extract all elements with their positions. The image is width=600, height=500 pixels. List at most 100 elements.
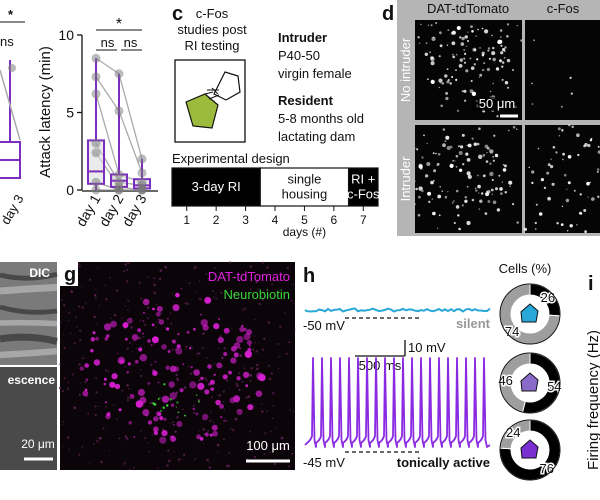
cell xyxy=(78,265,81,268)
cell xyxy=(499,29,503,32)
cell xyxy=(449,163,454,168)
cell xyxy=(68,448,71,450)
cell xyxy=(179,388,184,393)
cell xyxy=(576,224,578,226)
cell xyxy=(561,130,563,132)
cell xyxy=(272,392,275,395)
cell xyxy=(223,419,226,422)
cell xyxy=(249,345,251,347)
cell xyxy=(453,221,456,225)
cell xyxy=(213,421,215,424)
cell xyxy=(140,430,142,432)
cell xyxy=(124,365,127,368)
cell xyxy=(127,362,131,366)
cell xyxy=(498,174,501,177)
cell xyxy=(105,413,111,420)
cell xyxy=(486,152,488,154)
cell xyxy=(436,227,439,229)
cell xyxy=(202,324,209,331)
donut-label: 46 xyxy=(498,373,512,388)
cell xyxy=(439,186,442,188)
panel-label: h xyxy=(303,265,315,287)
data-point xyxy=(137,168,147,178)
cell xyxy=(61,445,63,447)
cell xyxy=(466,220,471,226)
cell xyxy=(153,277,156,280)
cell xyxy=(516,221,519,224)
cell xyxy=(200,298,202,301)
cell xyxy=(124,337,128,341)
cell xyxy=(500,44,503,47)
cell xyxy=(126,396,130,399)
cell xyxy=(285,352,288,355)
cell xyxy=(162,406,165,409)
cell xyxy=(272,405,275,407)
cell xyxy=(504,46,507,49)
cell xyxy=(503,56,506,59)
cell xyxy=(104,337,109,341)
cell xyxy=(201,314,203,316)
phase xyxy=(259,167,350,207)
cell xyxy=(267,364,271,367)
column-header: c-Fos xyxy=(547,1,580,16)
cell xyxy=(234,417,238,421)
cell xyxy=(283,312,286,314)
cell xyxy=(546,171,550,175)
cell xyxy=(147,382,151,385)
cell xyxy=(202,428,206,431)
cell xyxy=(171,348,174,351)
cell xyxy=(508,129,510,132)
legend-title: Cells (%) xyxy=(499,261,552,276)
cell xyxy=(131,351,133,353)
cell xyxy=(220,291,223,294)
cell xyxy=(414,180,416,182)
cell xyxy=(560,223,564,227)
cell xyxy=(126,371,129,374)
cell xyxy=(455,69,457,71)
cell xyxy=(596,170,599,173)
cell xyxy=(121,464,124,466)
cell xyxy=(190,366,193,369)
donut-label: 74 xyxy=(505,324,519,339)
cell xyxy=(189,381,197,389)
cell xyxy=(288,341,291,344)
cell xyxy=(512,125,516,129)
cell xyxy=(487,49,490,52)
cell xyxy=(198,352,201,355)
cell xyxy=(118,437,121,440)
cell xyxy=(446,44,449,46)
cell xyxy=(75,326,78,328)
cell xyxy=(287,423,290,425)
sig-label: ns xyxy=(101,35,115,50)
cell xyxy=(78,393,81,396)
texture xyxy=(0,271,58,281)
cell xyxy=(217,317,221,321)
cell xyxy=(143,311,145,314)
timeline-xlabel: days (#) xyxy=(283,225,326,239)
cell xyxy=(280,436,284,440)
cell xyxy=(93,359,101,366)
cell xyxy=(253,335,256,337)
cell xyxy=(439,31,442,35)
cell xyxy=(479,73,483,77)
cell xyxy=(487,190,491,194)
panel-label: d xyxy=(382,3,394,25)
cell xyxy=(458,151,463,155)
cell xyxy=(186,331,190,334)
cell xyxy=(568,124,571,127)
cell xyxy=(82,390,89,397)
cell xyxy=(210,396,214,399)
cell xyxy=(507,86,510,89)
donut-outline xyxy=(499,352,561,414)
intruder-title: Intruder xyxy=(278,30,327,45)
cell xyxy=(142,298,150,306)
cell xyxy=(270,430,272,433)
cell xyxy=(167,459,171,463)
cell xyxy=(567,155,572,159)
sig-label: ns xyxy=(124,35,138,50)
cell xyxy=(196,352,199,356)
cell xyxy=(63,304,66,307)
cell xyxy=(105,298,108,301)
partial-point xyxy=(8,64,16,72)
cell xyxy=(201,347,204,350)
